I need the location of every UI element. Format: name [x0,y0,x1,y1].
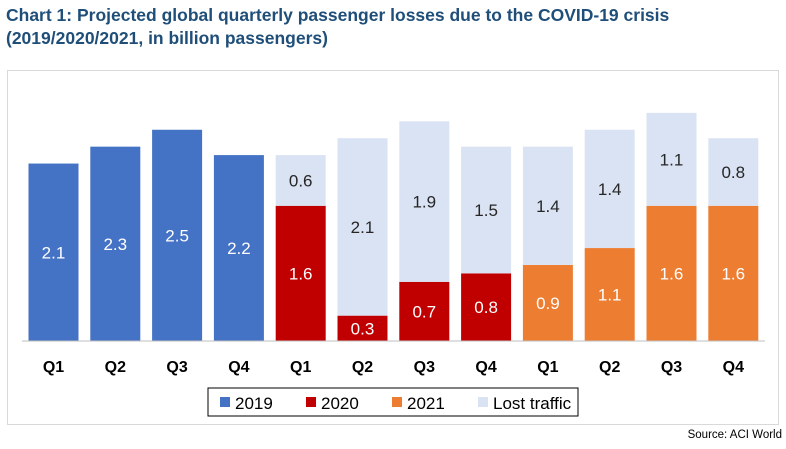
data-label-2020-5: 1.6 [289,264,313,283]
bar-lost-traffic-9 [522,146,573,265]
chart-title: Chart 1: Projected global quarterly pass… [6,4,782,50]
data-label-lost-traffic-6: 2.1 [351,218,375,237]
legend-swatch-2019 [220,397,230,407]
bar-2020-7 [399,281,450,341]
bar-2019-4 [213,155,264,341]
x-tick-label-2: Q2 [105,359,126,376]
legend-label-2020: 2020 [321,394,359,413]
bar-lost-traffic-8 [461,146,512,274]
x-tick-label-4: Q4 [228,359,249,376]
x-tick-label-8: Q4 [475,359,496,376]
bar-2019-2 [90,146,141,341]
data-label-2019-3: 2.5 [165,226,189,245]
data-label-lost-traffic-9: 1.4 [536,197,560,216]
bar-2021-11 [646,205,697,341]
bar-2019-3 [152,129,203,341]
x-tick-label-7: Q3 [414,359,435,376]
bar-lost-traffic-11 [646,112,697,206]
legend-label-lost-traffic: Lost traffic [493,394,572,413]
x-tick-label-1: Q1 [43,359,64,376]
data-label-2021-10: 1.1 [598,286,622,305]
bar-2020-6 [337,315,388,341]
data-label-2019-2: 2.3 [103,235,127,254]
data-label-2021-9: 0.9 [536,294,560,313]
x-tick-label-9: Q1 [537,359,558,376]
bar-lost-traffic-10 [584,129,635,249]
data-label-lost-traffic-7: 1.9 [412,193,436,212]
source-note: Source: ACI World [687,429,782,441]
data-label-2019-1: 2.1 [42,243,66,262]
x-tick-label-6: Q2 [352,359,373,376]
bar-2020-8 [461,273,512,341]
data-label-2021-12: 1.6 [721,264,745,283]
data-label-lost-traffic-8: 1.5 [474,201,498,220]
chart-title-line-2: (2019/2020/2021, in billion passengers) [6,28,328,48]
data-label-2020-6: 0.3 [351,319,375,338]
bar-lost-traffic-7 [399,121,450,282]
bar-2019-1 [28,163,79,341]
x-tick-label-3: Q3 [166,359,187,376]
data-label-lost-traffic-11: 1.1 [660,150,684,169]
x-tick-label-11: Q3 [661,359,682,376]
x-tick-label-10: Q2 [599,359,620,376]
legend-label-2019: 2019 [235,394,273,413]
legend-label-2021: 2021 [407,394,445,413]
legend-swatch-lost-traffic [478,397,488,407]
bar-2021-12 [708,205,759,341]
data-label-2020-8: 0.8 [474,298,498,317]
bar-lost-traffic-6 [337,138,388,316]
data-label-2021-11: 1.6 [660,264,684,283]
bar-2021-10 [584,248,635,341]
data-label-2020-7: 0.7 [412,302,436,321]
data-label-lost-traffic-12: 0.8 [721,163,745,182]
chart-frame [7,70,779,425]
legend-swatch-2020 [306,397,316,407]
bar-2021-9 [522,264,573,341]
legend-swatch-2021 [392,397,402,407]
chart-title-line-1: Chart 1: Projected global quarterly pass… [6,5,670,25]
data-label-2019-4: 2.2 [227,239,251,258]
bar-lost-traffic-12 [708,138,759,206]
bar-lost-traffic-5 [275,155,326,206]
data-label-lost-traffic-10: 1.4 [598,180,622,199]
data-label-lost-traffic-5: 0.6 [289,171,313,190]
x-tick-label-12: Q4 [723,359,744,376]
bar-2020-5 [275,205,326,341]
x-tick-label-5: Q1 [290,359,311,376]
